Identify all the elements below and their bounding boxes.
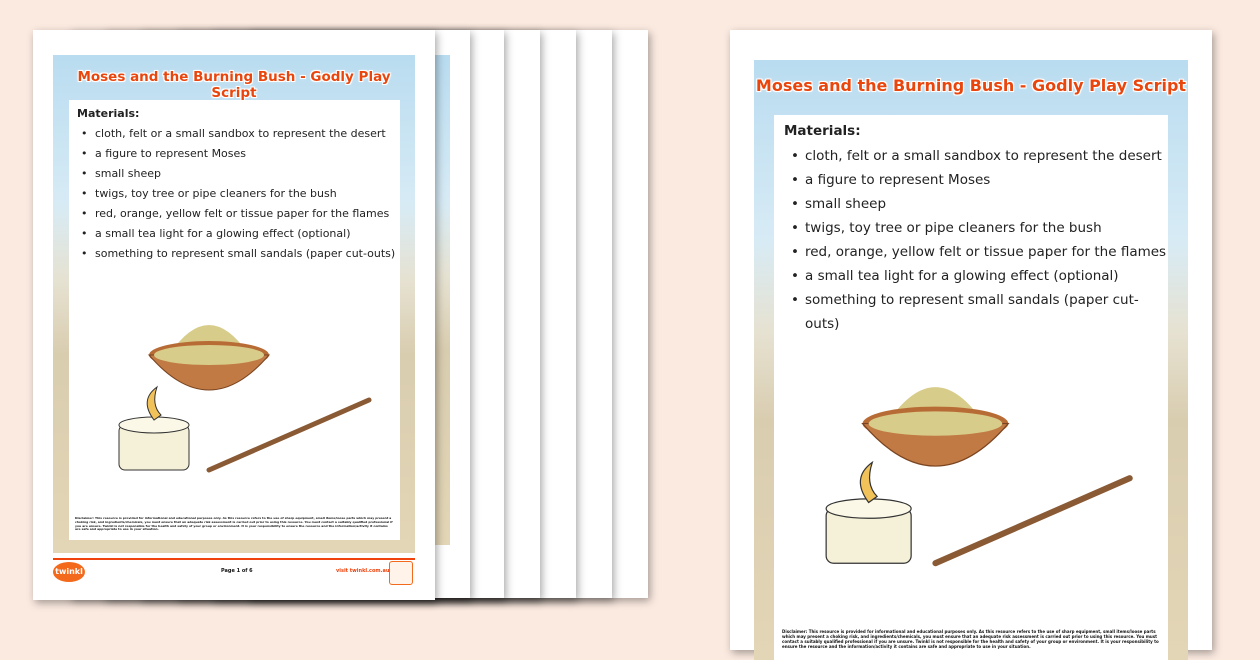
sand-bowl-icon bbox=[147, 325, 271, 391]
sand-bowl-icon bbox=[861, 387, 1010, 467]
list-item: a figure to represent Moses bbox=[81, 144, 400, 164]
twig-icon bbox=[932, 475, 1133, 567]
tea-light-icon bbox=[825, 460, 912, 564]
content-card: Materials: cloth, felt or a small sandbo… bbox=[69, 100, 400, 540]
document-page-small: Moses and the Burning Bush - Godly Play … bbox=[33, 30, 435, 600]
list-item: cloth, felt or a small sandbox to repres… bbox=[81, 124, 400, 144]
twig-icon bbox=[206, 397, 372, 473]
website-link[interactable]: visit twinkl.com.au bbox=[336, 568, 390, 574]
content-card: Materials: cloth, felt or a small sandbo… bbox=[774, 115, 1168, 660]
quality-badge-icon bbox=[389, 561, 413, 585]
footer-divider bbox=[53, 558, 415, 560]
list-item: small sheep bbox=[81, 164, 400, 184]
list-item: red, orange, yellow felt or tissue paper… bbox=[81, 204, 400, 224]
disclaimer: Disclaimer: This resource is provided fo… bbox=[782, 629, 1159, 649]
list-item: something to represent small sandals (pa… bbox=[791, 288, 1168, 336]
document-page-large: Moses and the Burning Bush - Godly Play … bbox=[730, 30, 1212, 660]
materials-list: cloth, felt or a small sandbox to repres… bbox=[81, 124, 400, 264]
materials-illustration bbox=[118, 325, 372, 473]
page-number: Page 1 of 6 bbox=[221, 568, 253, 574]
list-item: twigs, toy tree or pipe cleaners for the… bbox=[791, 216, 1168, 240]
page-background: Moses and the Burning Bush - Godly Play … bbox=[754, 60, 1188, 660]
materials-heading: Materials: bbox=[784, 123, 861, 139]
tea-light-icon bbox=[118, 385, 190, 471]
materials-illustration bbox=[825, 387, 1133, 567]
list-item: something to represent small sandals (pa… bbox=[81, 244, 400, 264]
list-item: small sheep bbox=[791, 192, 1168, 216]
list-item: a small tea light for a glowing effect (… bbox=[81, 224, 400, 244]
materials-heading: Materials: bbox=[77, 107, 140, 120]
page-background: Moses and the Burning Bush - Godly Play … bbox=[53, 55, 415, 553]
list-item: red, orange, yellow felt or tissue paper… bbox=[791, 240, 1168, 264]
list-item: a figure to represent Moses bbox=[791, 168, 1168, 192]
list-item: cloth, felt or a small sandbox to repres… bbox=[791, 144, 1168, 168]
list-item: twigs, toy tree or pipe cleaners for the… bbox=[81, 184, 400, 204]
document-title: Moses and the Burning Bush - Godly Play … bbox=[77, 69, 391, 101]
materials-list: cloth, felt or a small sandbox to repres… bbox=[791, 144, 1168, 336]
list-item: a small tea light for a glowing effect (… bbox=[791, 264, 1168, 288]
disclaimer: Disclaimer: This resource is provided fo… bbox=[75, 516, 393, 532]
document-title: Moses and the Burning Bush - Godly Play … bbox=[755, 76, 1187, 95]
twinkl-logo: twinkl bbox=[53, 562, 85, 582]
